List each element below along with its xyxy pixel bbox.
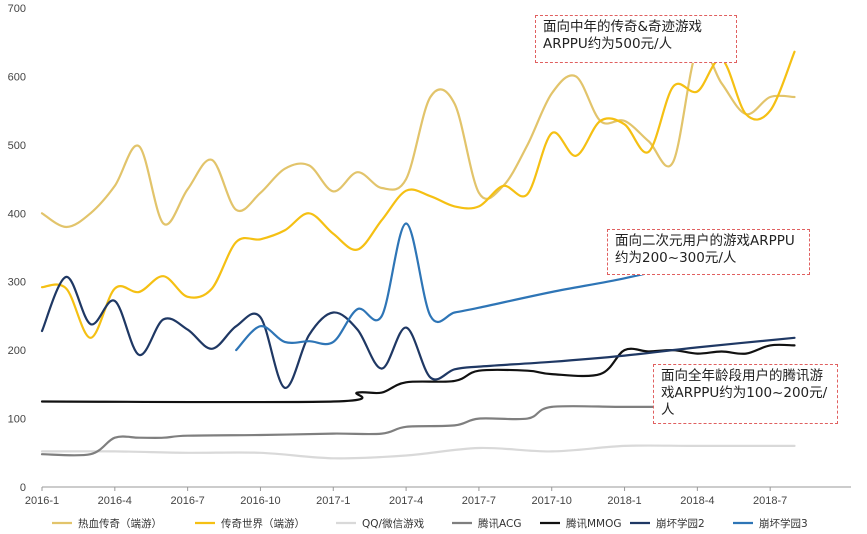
series-line-5 <box>40 343 796 404</box>
y-tick-label: 200 <box>8 345 26 357</box>
x-tick-label: 2018-7 <box>753 495 787 507</box>
series-line-3 <box>40 444 796 460</box>
legend-label: 传奇世界（端游） <box>221 517 305 530</box>
x-tick-label: 2017-10 <box>532 495 572 507</box>
x-tick-label: 2018-4 <box>680 495 714 507</box>
x-tick-label: 2016-10 <box>240 495 280 507</box>
series-line-2 <box>40 50 796 339</box>
annotation-text: 面向二次元用户的游戏ARPPU约为200~300元/人 <box>615 233 795 266</box>
legend-label: 崩坏学园2 <box>656 517 705 530</box>
x-tick-label: 2018-1 <box>607 495 641 507</box>
x-tick-label: 2017-7 <box>462 495 496 507</box>
y-tick-label: 700 <box>8 3 26 15</box>
annotation-text: 面向中年的传奇&奇迹游戏ARPPU约为500元/人 <box>543 19 703 52</box>
y-tick-label: 100 <box>8 414 26 426</box>
legend-label: QQ/微信游戏 <box>362 517 425 530</box>
series-line-6 <box>40 275 796 389</box>
x-tick-label: 2016-7 <box>171 495 205 507</box>
y-tick-label: 500 <box>8 140 26 152</box>
series-lines <box>40 45 796 460</box>
annotation-text: 面向全年龄段用户的腾讯游戏ARPPU约为100~200元/人 <box>661 368 828 418</box>
annotation-anime-games: 面向二次元用户的游戏ARPPU约为200~300元/人 <box>607 229 810 275</box>
x-tick-label: 2016-1 <box>25 495 59 507</box>
legend: 热血传奇（端游） 传奇世界（端游） QQ/微信游戏 腾讯ACG 腾讯MMOG 崩坏学园2 崩… <box>52 517 808 530</box>
legend-label: 腾讯ACG <box>478 517 521 530</box>
y-tick-label: 600 <box>8 71 26 83</box>
x-tick-label: 2016-4 <box>98 495 132 507</box>
series-line-7 <box>235 222 796 352</box>
legend-label: 崩坏学园3 <box>759 517 808 530</box>
legend-label: 热血传奇（端游） <box>78 517 162 530</box>
x-tick-label: 2017-1 <box>316 495 350 507</box>
legend-label: 腾讯MMOG <box>566 517 622 530</box>
series-line-1 <box>40 45 796 229</box>
axes: 0 100 200 300 400 500 600 700 2016-1 2016-4 2016-7… <box>8 3 851 507</box>
y-tick-label: 300 <box>8 277 26 289</box>
y-tick-label: 0 <box>20 482 26 494</box>
x-tick-label: 2017-4 <box>389 495 423 507</box>
annotation-middle-aged-games: 面向中年的传奇&奇迹游戏ARPPU约为500元/人 <box>535 15 737 63</box>
annotation-tencent-games: 面向全年龄段用户的腾讯游戏ARPPU约为100~200元/人 <box>653 364 838 424</box>
y-tick-label: 400 <box>8 208 26 220</box>
